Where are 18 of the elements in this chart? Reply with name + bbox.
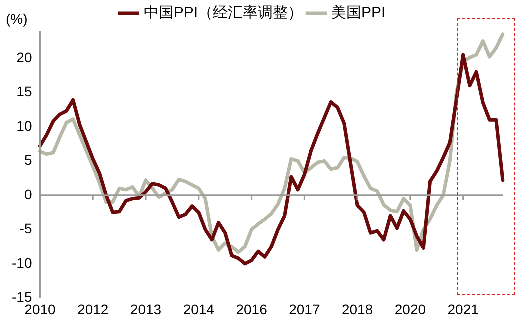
y-tick-label: 5 [24, 152, 32, 168]
y-axis-title: (%) [6, 10, 28, 27]
y-tick-label: 10 [16, 118, 32, 134]
x-tick-label: 2020 [394, 301, 426, 318]
legend-label: 美国PPI [332, 4, 386, 22]
x-tick-label: 2021 [448, 301, 480, 318]
y-tick-label: -10 [12, 254, 32, 271]
x-tick-label: 2017 [289, 301, 320, 318]
y-tick-label: 20 [16, 49, 32, 66]
y-tick-label: 15 [16, 84, 32, 100]
x-tick-label: 2014 [183, 301, 215, 318]
x-tick-label: 2016 [236, 301, 268, 318]
y-tick-label: 0 [24, 186, 32, 202]
x-tick-label: 2012 [78, 301, 109, 318]
x-tick-label: 2013 [130, 301, 162, 318]
y-tick-label: -5 [20, 220, 32, 237]
x-tick-label: 2018 [342, 301, 374, 318]
legend-label: 中国PPI（经汇率调整） [144, 4, 304, 22]
